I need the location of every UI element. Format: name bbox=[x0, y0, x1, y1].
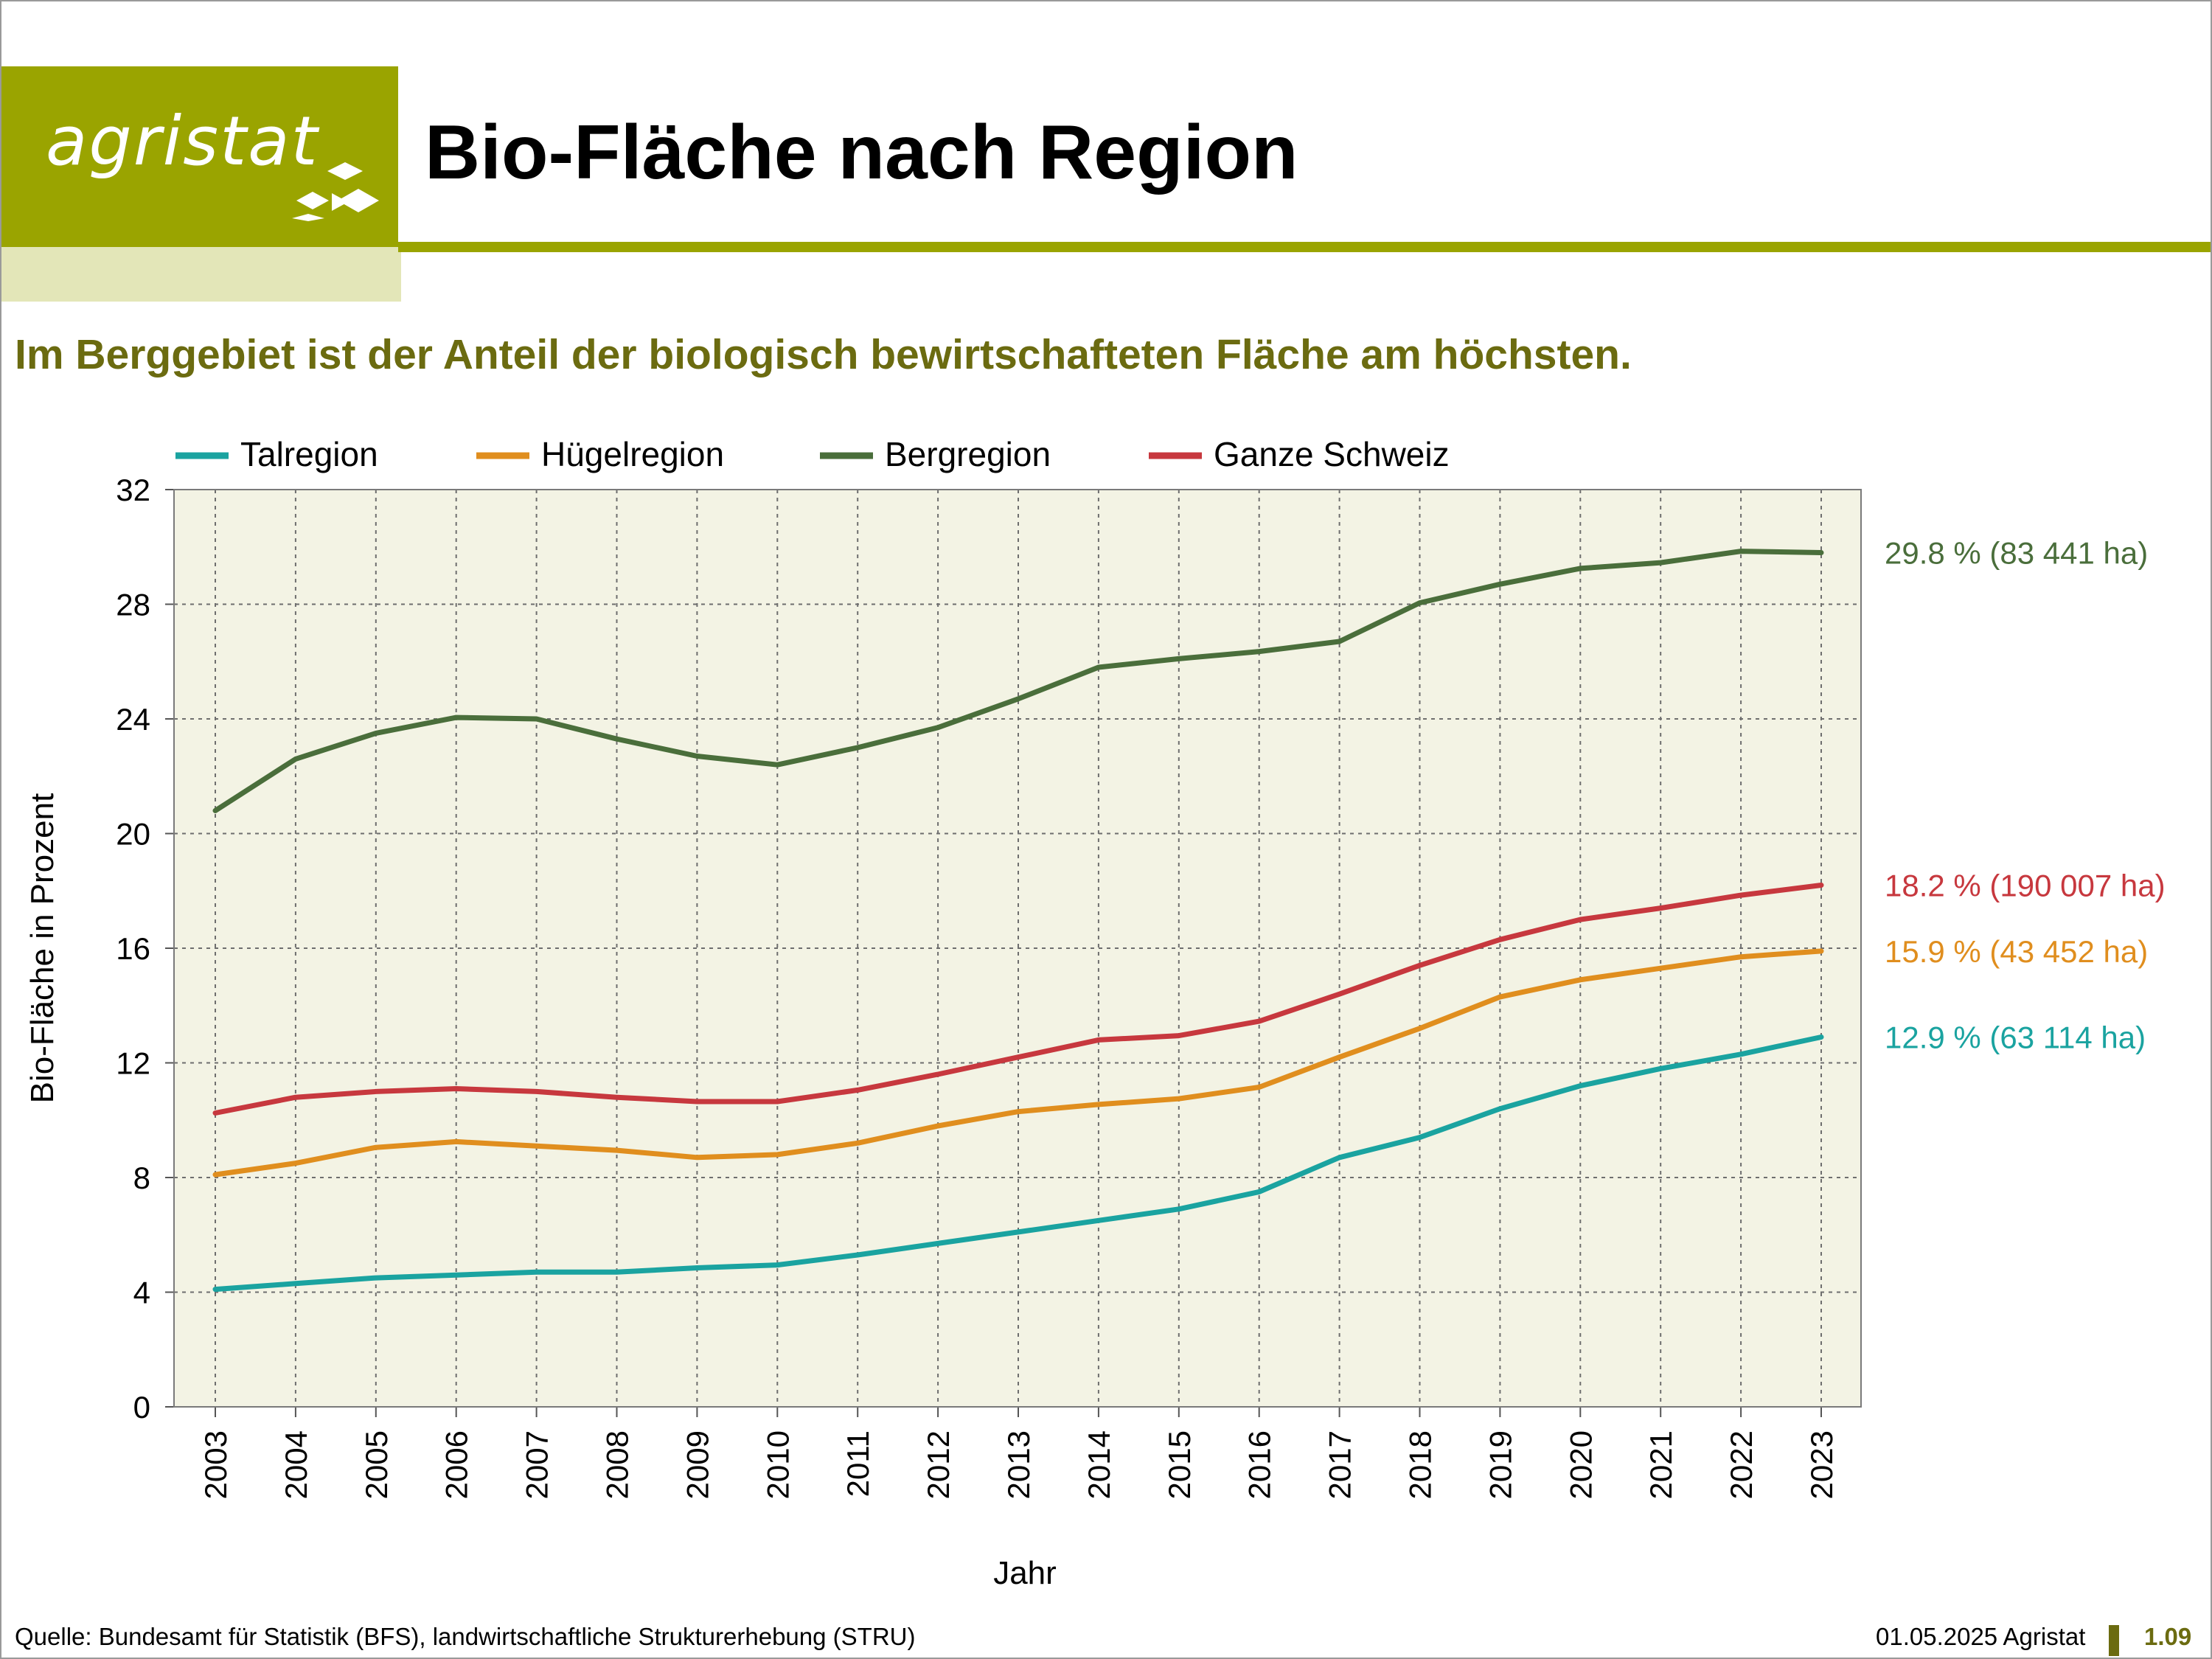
x-tick-label: 2020 bbox=[1563, 1430, 1598, 1499]
x-tick-label: 2014 bbox=[1082, 1430, 1116, 1499]
series-line-ganze-schweiz bbox=[212, 883, 1824, 1116]
legend-label: Ganze Schweiz bbox=[1214, 435, 1450, 473]
x-tick-label: 2013 bbox=[1001, 1430, 1036, 1499]
x-tick-label: 2010 bbox=[760, 1430, 795, 1499]
y-tick-label: 4 bbox=[133, 1276, 150, 1310]
agristat-logo bbox=[1, 66, 398, 247]
x-tick-label: 2012 bbox=[921, 1430, 956, 1499]
series-end-label: 18.2 % (190 007 ha) bbox=[1885, 868, 2166, 902]
legend-label: Bergregion bbox=[885, 435, 1051, 473]
x-tick-label: 2005 bbox=[359, 1430, 394, 1499]
x-axis-title: Jahr bbox=[993, 1555, 1057, 1591]
logo-underlay bbox=[1, 247, 401, 302]
series-line-hügelregion bbox=[212, 948, 1824, 1178]
x-tick-label: 2006 bbox=[439, 1430, 474, 1499]
x-tick-label: 2008 bbox=[600, 1430, 635, 1499]
y-tick-label: 32 bbox=[116, 473, 150, 507]
footer-source: Quelle: Bundesamt für Statistik (BFS), l… bbox=[15, 1623, 916, 1650]
series-end-label: 29.8 % (83 441 ha) bbox=[1885, 536, 2148, 571]
plot-border bbox=[173, 489, 1862, 1408]
x-tick-label: 2019 bbox=[1483, 1430, 1517, 1499]
y-tick-label: 20 bbox=[116, 817, 150, 852]
chart-subtitle: Im Berggebiet ist der Anteil der biologi… bbox=[15, 331, 1632, 378]
legend-label: Hügelregion bbox=[541, 435, 724, 473]
series-end-label: 15.9 % (43 452 ha) bbox=[1885, 934, 2148, 969]
footer-divider bbox=[2109, 1625, 2119, 1656]
title-rule bbox=[398, 242, 2211, 252]
y-tick-label: 28 bbox=[116, 588, 150, 622]
page-title: Bio-Fläche nach Region bbox=[425, 110, 1298, 195]
x-tick-label: 2003 bbox=[198, 1430, 233, 1499]
x-tick-label: 2009 bbox=[680, 1430, 714, 1499]
logo-diamonds-icon bbox=[292, 162, 379, 221]
line-chart: 0 4 8 12 16 20 24 28 32 2003 2004 2005 2006 2007 2008 2… bbox=[24, 435, 2166, 1591]
x-tick-label: 2007 bbox=[520, 1430, 554, 1499]
page-number: 1.09 bbox=[2144, 1623, 2192, 1650]
series-end-label: 12.9 % (63 114 ha) bbox=[1885, 1020, 2146, 1055]
x-tick-label: 2015 bbox=[1162, 1430, 1197, 1499]
series-line-bergregion bbox=[212, 549, 1824, 813]
y-tick-label: 8 bbox=[133, 1161, 150, 1195]
x-tick-label: 2016 bbox=[1242, 1430, 1277, 1499]
footer-date: 01.05.2025 Agristat bbox=[1876, 1623, 2086, 1650]
x-tick-label: 2011 bbox=[841, 1430, 875, 1497]
x-tick-label: 2017 bbox=[1323, 1430, 1357, 1499]
y-tick-label: 12 bbox=[116, 1046, 150, 1081]
logo-text: agristat bbox=[46, 102, 319, 181]
legend-label: Talregion bbox=[240, 435, 378, 473]
x-tick-label: 2021 bbox=[1644, 1430, 1678, 1499]
x-tick-label: 2022 bbox=[1724, 1430, 1759, 1499]
x-tick-label: 2004 bbox=[279, 1430, 313, 1499]
series-line-talregion bbox=[212, 1034, 1824, 1293]
y-tick-label: 16 bbox=[116, 931, 150, 966]
x-tick-label: 2018 bbox=[1403, 1430, 1438, 1499]
y-tick-label: 0 bbox=[133, 1390, 150, 1425]
y-axis-title: Bio-Fläche in Prozent bbox=[24, 793, 60, 1104]
x-tick-label: 2023 bbox=[1804, 1430, 1839, 1499]
y-tick-label: 24 bbox=[116, 702, 150, 737]
